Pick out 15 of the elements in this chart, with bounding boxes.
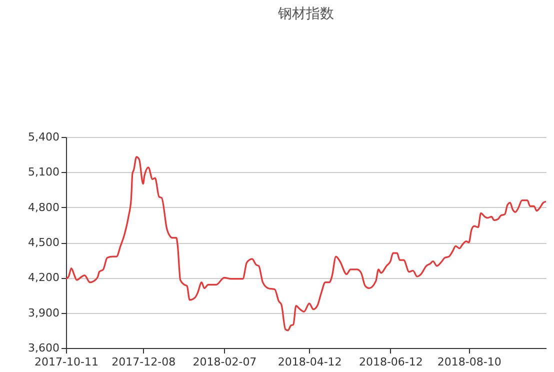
x-tick-label: 2018-04-12	[278, 356, 342, 368]
y-tick-label: 4,200	[28, 271, 60, 284]
line-series	[65, 156, 547, 332]
y-tick-label: 5,100	[28, 166, 60, 179]
y-tick-label: 3,900	[28, 306, 60, 320]
x-tick-label: 2018-02-07	[192, 356, 257, 368]
y-tick-label: 3,600	[28, 342, 60, 354]
y-tick-label: 4,800	[28, 200, 60, 214]
y-tick-label: 4,500	[28, 236, 60, 249]
y-tick-label: 5,400	[28, 130, 60, 144]
x-tick-label: 2018-08-10	[437, 356, 502, 368]
x-tick-label: 2018-06-12	[358, 356, 423, 368]
x-tick-label: 2017-10-11	[34, 356, 98, 368]
x-tick-label: 2017-12-08	[112, 356, 176, 368]
chart-title: 钢材指数	[277, 6, 334, 22]
